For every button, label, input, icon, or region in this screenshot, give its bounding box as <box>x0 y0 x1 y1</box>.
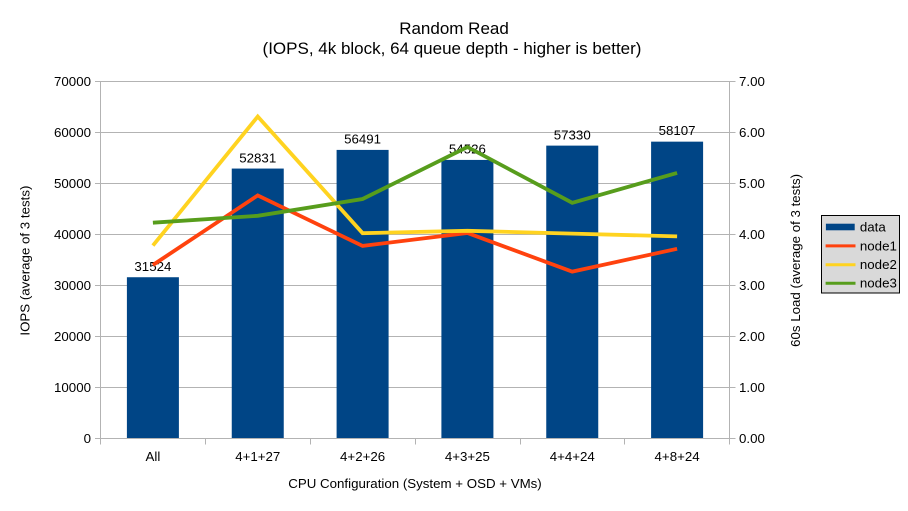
svg-text:70000: 70000 <box>54 74 91 89</box>
svg-text:5.00: 5.00 <box>739 176 765 191</box>
svg-text:data: data <box>860 219 886 234</box>
svg-text:2.00: 2.00 <box>739 329 765 344</box>
svg-text:CPU Configuration (System + OS: CPU Configuration (System + OSD + VMs) <box>288 476 541 491</box>
svg-text:1.00: 1.00 <box>739 380 765 395</box>
svg-text:node2: node2 <box>860 257 897 272</box>
svg-text:58107: 58107 <box>659 123 696 138</box>
svg-text:56491: 56491 <box>344 132 381 147</box>
svg-text:4+2+26: 4+2+26 <box>340 449 385 464</box>
svg-text:60s Load (average of 3 tests): 60s Load (average of 3 tests) <box>788 174 803 347</box>
svg-text:40000: 40000 <box>54 227 91 242</box>
svg-text:Random Read: Random Read <box>399 19 509 38</box>
svg-text:0: 0 <box>84 431 91 446</box>
svg-text:31524: 31524 <box>134 259 171 274</box>
svg-text:node1: node1 <box>860 238 897 253</box>
svg-text:4+1+27: 4+1+27 <box>235 449 280 464</box>
svg-text:57330: 57330 <box>554 127 591 142</box>
svg-text:6.00: 6.00 <box>739 125 765 140</box>
svg-text:(IOPS, 4k block, 64 queue dept: (IOPS, 4k block, 64 queue depth - higher… <box>263 39 642 58</box>
svg-text:IOPS (average of 3 tests): IOPS (average of 3 tests) <box>18 186 33 336</box>
svg-text:50000: 50000 <box>54 176 91 191</box>
svg-text:All: All <box>146 449 161 464</box>
svg-text:60000: 60000 <box>54 125 91 140</box>
svg-text:52831: 52831 <box>239 150 276 165</box>
svg-text:4+3+25: 4+3+25 <box>445 449 490 464</box>
svg-text:4+8+24: 4+8+24 <box>655 449 700 464</box>
svg-text:20000: 20000 <box>54 329 91 344</box>
svg-text:node3: node3 <box>860 276 897 291</box>
svg-text:0.00: 0.00 <box>739 431 765 446</box>
svg-text:4+4+24: 4+4+24 <box>550 449 595 464</box>
svg-text:3.00: 3.00 <box>739 278 765 293</box>
svg-text:7.00: 7.00 <box>739 74 765 89</box>
svg-text:30000: 30000 <box>54 278 91 293</box>
svg-text:4.00: 4.00 <box>739 227 765 242</box>
svg-text:10000: 10000 <box>54 380 91 395</box>
